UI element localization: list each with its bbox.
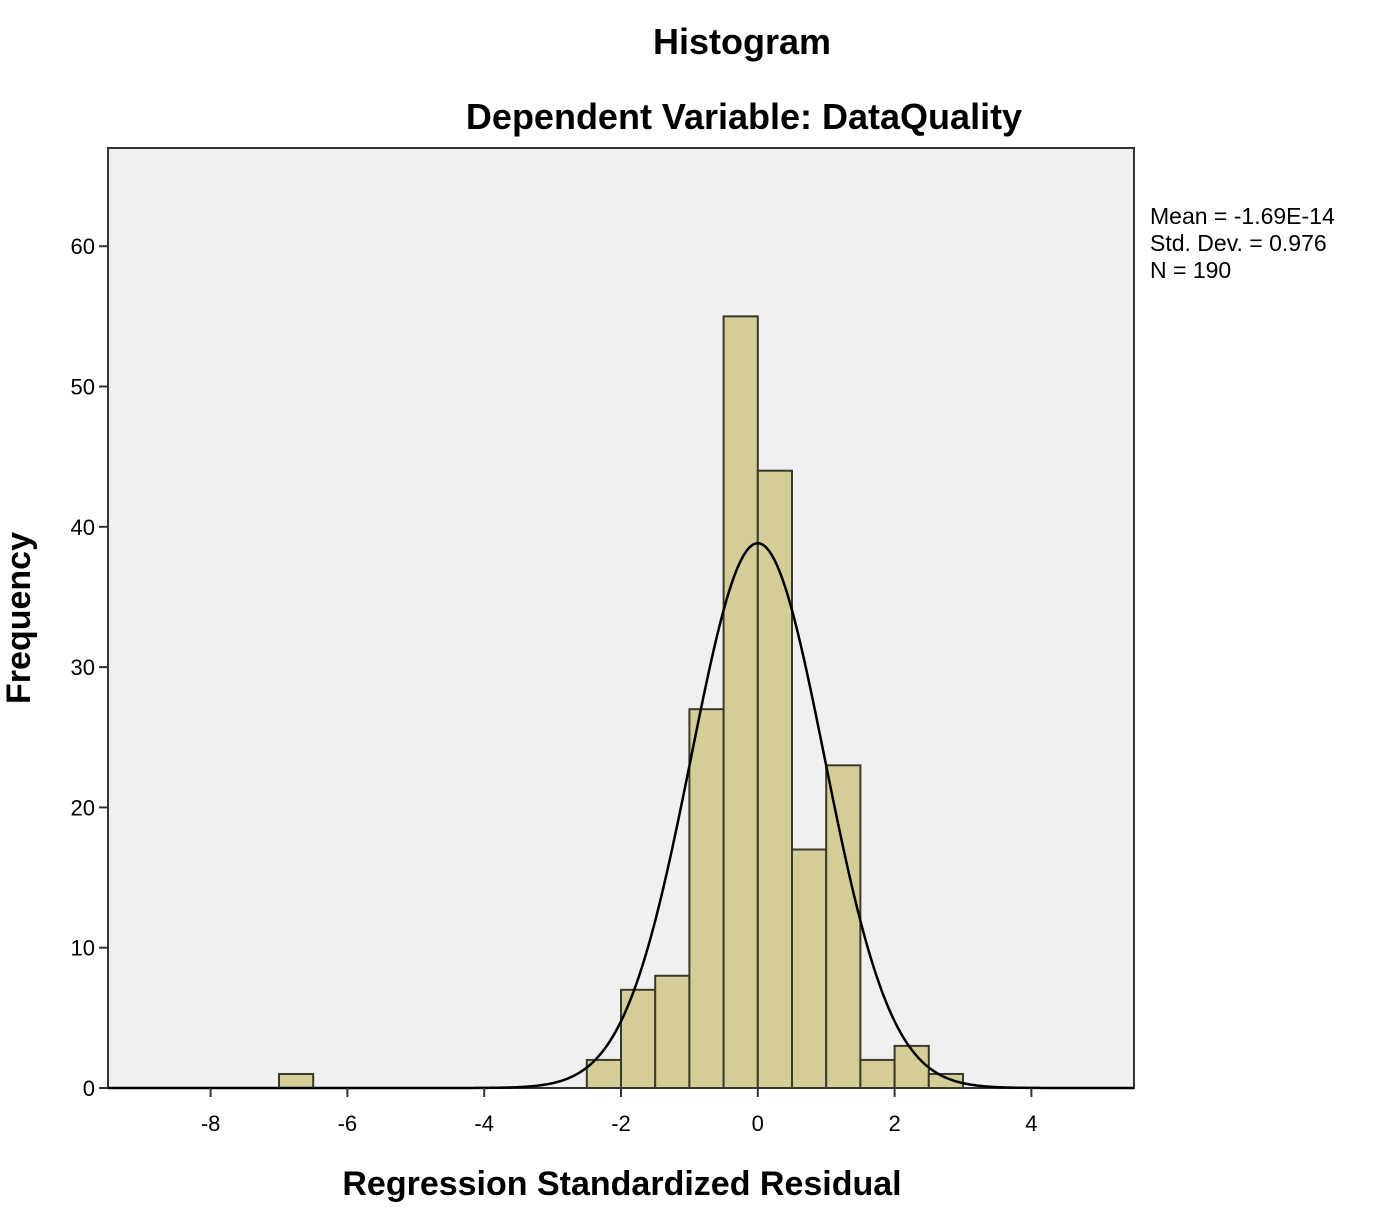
x-tick-label: 0 [752,1111,764,1136]
x-tick-label: -6 [338,1111,358,1136]
chart-subtitle: Dependent Variable: DataQuality [466,96,1022,137]
x-tick-label: -2 [611,1111,631,1136]
histogram-bar [791,848,828,1090]
stat-std-dev: Std. Dev. = 0.976 [1150,230,1327,256]
normal-curve [108,541,1134,1090]
y-tick-label: 50 [71,375,95,400]
y-tick-label: 30 [71,655,95,680]
y-tick-label: 0 [83,1076,95,1101]
y-axis-title: Frequency [0,532,38,704]
stat-n: N = 190 [1150,257,1231,283]
y-tick-label: 40 [71,515,95,540]
chart-title: Histogram [653,21,831,62]
x-axis-title: Regression Standardized Residual [342,1165,901,1203]
y-tick-label: 20 [71,795,95,820]
histogram-bar [859,1058,896,1090]
stat-mean: Mean = -1.69E-14 [1150,203,1335,229]
histogram-bar [722,315,759,1089]
x-tick-label: 4 [1025,1111,1037,1136]
histogram-bars [278,315,964,1090]
histogram-bar [620,988,657,1089]
y-axis: 0 10 20 30 40 50 60 [71,234,108,1101]
x-axis: -8 -6 -4 -2 0 2 4 [201,1088,1038,1136]
histogram-bar [927,1072,964,1089]
histogram-bar [756,469,793,1089]
histogram-bar [278,1072,315,1089]
histogram-bar [688,708,725,1089]
histogram-bar [585,1058,622,1090]
x-tick-label: -8 [201,1111,221,1136]
x-tick-label: -4 [474,1111,494,1136]
histogram-bar [893,1044,930,1089]
histogram-bar [825,764,862,1089]
x-tick-label: 2 [888,1111,900,1136]
plot-area [107,147,1135,1089]
y-tick-label: 60 [71,234,95,259]
y-tick-label: 10 [71,936,95,961]
histogram-bar [654,974,691,1089]
